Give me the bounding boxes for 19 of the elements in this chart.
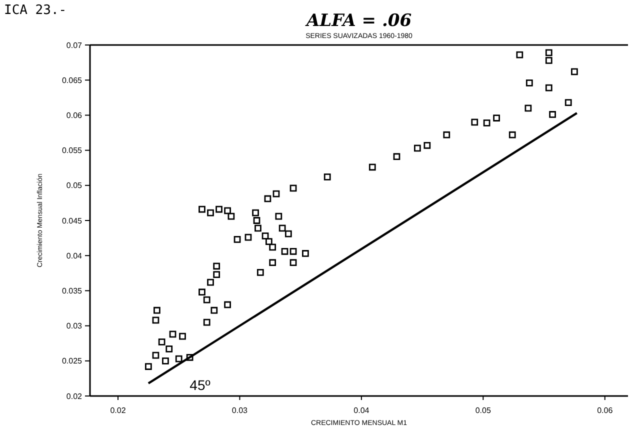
- y-tick-label: 0.025: [62, 356, 83, 366]
- x-tick-label: 0.06: [597, 406, 614, 415]
- y-tick-label: 0.03: [66, 322, 83, 331]
- chart-title: ALFA = .06: [304, 11, 412, 31]
- x-tick-label: 0.05: [475, 406, 492, 415]
- y-tick-label: 0.065: [62, 76, 83, 85]
- x-tick-label: 0.04: [354, 406, 370, 415]
- y-tick-label: 0.035: [62, 286, 83, 296]
- x-tick-label: 0.03: [232, 406, 248, 415]
- y-tick-label: 0.045: [62, 216, 83, 226]
- y-tick-label: 0.055: [62, 146, 83, 156]
- y-tick-label: 0.05: [66, 181, 83, 190]
- y-tick-label: 0.06: [66, 111, 83, 120]
- annotation: 45º: [190, 377, 210, 393]
- y-tick-label: 0.07: [66, 40, 83, 50]
- y-tick-label: 0.04: [66, 251, 83, 260]
- x-tick-label: 0.02: [110, 406, 126, 415]
- y-tick-label: 0.02: [66, 392, 83, 401]
- text: ICA 23.-: [4, 3, 67, 18]
